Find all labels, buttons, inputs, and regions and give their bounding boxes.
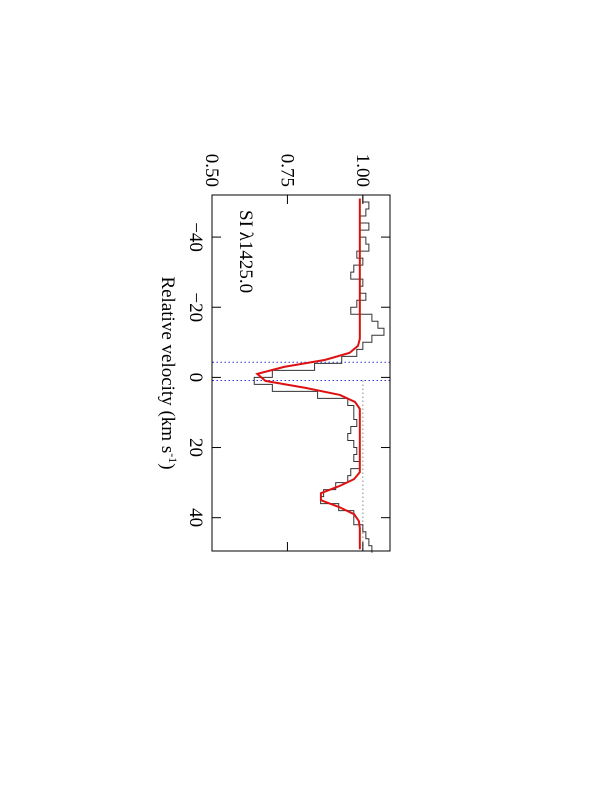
rotated-plot: SI λ1425.0 Relative velocity (km s-1) −4… [157, 154, 391, 553]
data-histogram [253, 195, 385, 553]
annotation: SI λ1425.0 [235, 210, 256, 293]
y-tick-label: 1.00 [352, 154, 373, 187]
x-tick-label: 0 [185, 373, 206, 383]
model-line [255, 198, 361, 550]
y-tick-label: 0.50 [201, 154, 222, 187]
x-tick-label: 20 [185, 438, 206, 457]
x-label-sup: -1 [166, 453, 180, 463]
x-tick-label: −20 [185, 292, 206, 322]
x-label-text: Relative velocity (km s [157, 276, 178, 453]
x-label-end: ) [157, 463, 178, 469]
y-tick-label: 0.75 [276, 154, 297, 187]
x-axis-label: Relative velocity (km s-1) [157, 276, 180, 469]
x-tick-label: 40 [185, 508, 206, 527]
plot-frame [211, 194, 391, 552]
x-tick-label: −40 [185, 222, 206, 252]
